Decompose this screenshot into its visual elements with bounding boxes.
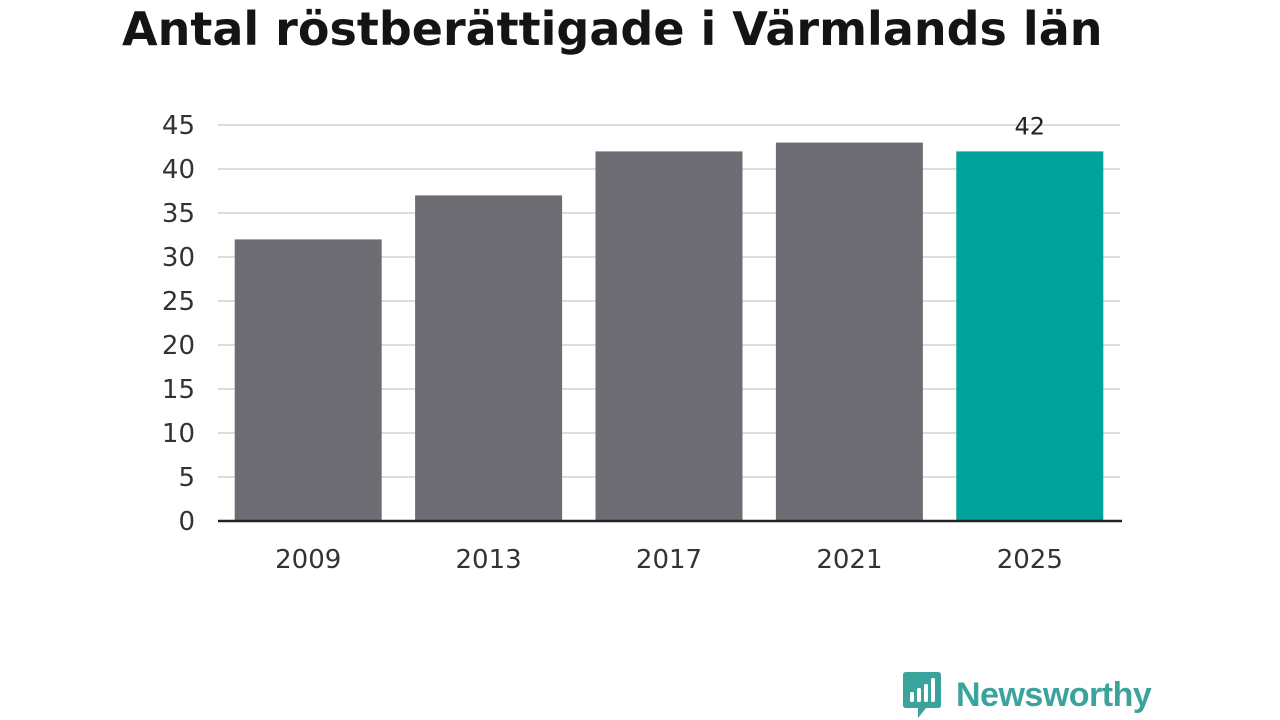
- y-tick-label: 35: [162, 199, 195, 229]
- y-tick-label: 15: [162, 375, 195, 405]
- x-axis-ticks: 2009 2013 2017 2021 2025: [275, 545, 1063, 575]
- data-labels: 42: [1015, 112, 1046, 140]
- y-tick-label: 5: [178, 463, 195, 493]
- bar-2021: [775, 142, 923, 521]
- brand-name: Newsworthy: [956, 676, 1152, 714]
- bar-chart-speech-bubble-icon: [903, 672, 941, 718]
- newsworthy-logo: Newsworthy: [902, 670, 1152, 720]
- y-tick-label: 20: [162, 331, 195, 361]
- y-tick-label: 40: [162, 155, 195, 185]
- y-tick-label: 10: [162, 419, 195, 449]
- y-tick-label: 0: [178, 507, 195, 537]
- bars: [234, 142, 1104, 521]
- bar-2017: [595, 151, 743, 521]
- bar-2025: [956, 151, 1104, 521]
- bar-2009: [234, 239, 382, 521]
- x-tick-label: 2009: [275, 545, 341, 575]
- bar-2013: [415, 195, 563, 521]
- x-tick-label: 2021: [816, 545, 882, 575]
- data-label: 42: [1015, 112, 1046, 140]
- y-tick-label: 25: [162, 287, 195, 317]
- x-tick-label: 2025: [997, 545, 1063, 575]
- y-axis-ticks: 0 5 10 15 20 25 30 35 40 45: [162, 111, 195, 537]
- y-tick-label: 30: [162, 243, 195, 273]
- chart-title: Antal röstberättigade i Värmlands län: [122, 2, 1103, 56]
- x-tick-label: 2017: [636, 545, 702, 575]
- x-tick-label: 2013: [456, 545, 522, 575]
- y-tick-label: 45: [162, 111, 195, 141]
